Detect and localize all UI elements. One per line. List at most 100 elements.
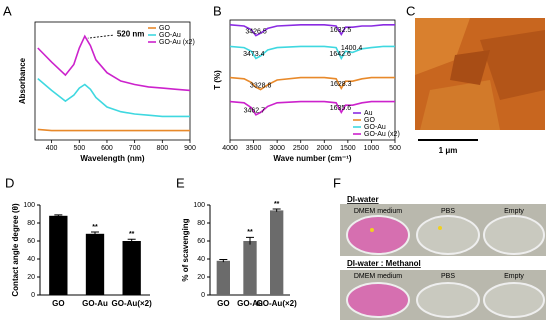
bar — [216, 260, 230, 295]
dish — [416, 215, 480, 255]
afm-flake — [450, 50, 490, 85]
annotation: 3473.4 — [243, 51, 265, 58]
series-line — [229, 24, 395, 37]
significance: ** — [92, 224, 98, 231]
y-tick-label: 0 — [201, 292, 205, 299]
x-tick-label: 2500 — [293, 145, 309, 152]
dish — [483, 282, 545, 318]
x-tick-label: 4000 — [222, 145, 238, 152]
legend-label: Au — [364, 110, 373, 117]
y-tick-label: 0 — [31, 292, 35, 299]
legend-label: GO-Au — [364, 124, 386, 131]
significance: ** — [247, 229, 253, 236]
panel-label: C — [406, 3, 415, 18]
legend-label: GO — [364, 117, 375, 124]
x-tick-label: 3000 — [269, 145, 285, 152]
scale-label: 1 μm — [439, 146, 458, 155]
y-tick-label: 40 — [27, 256, 35, 263]
series-line — [229, 100, 395, 116]
bar — [243, 241, 257, 295]
y-tick-label: 80 — [27, 220, 35, 227]
x-tick-label: GO-Au — [237, 299, 263, 308]
series-line — [37, 34, 191, 92]
y-tick-label: 60 — [27, 238, 35, 245]
annotation: 1628.3 — [330, 81, 352, 88]
x-tick-label: GO-Au(×2) — [257, 299, 298, 308]
x-tick-label: 2000 — [316, 145, 332, 152]
plot-frame — [34, 21, 191, 141]
legend-label: GO-Au (x2) — [364, 131, 400, 138]
dish — [346, 215, 410, 255]
series-line — [229, 45, 395, 61]
series-line — [37, 128, 190, 132]
static-layer: 1 μm — [340, 18, 546, 320]
photo-row-title: DI-water — [347, 195, 379, 204]
annotation: 1642.6 — [329, 51, 351, 58]
x-axis-label: Wavelength (nm) — [80, 154, 144, 163]
error-bar — [54, 214, 63, 217]
x-tick-label: 1500 — [340, 145, 356, 152]
significance: ** — [129, 231, 135, 238]
photo-column-label: Empty — [504, 273, 524, 280]
legend-label: GO — [159, 25, 170, 32]
error-bar — [127, 238, 136, 243]
y-tick-label: 20 — [27, 274, 35, 281]
flake — [438, 226, 442, 230]
y-axis-label: Contact angle degree (θ) — [11, 203, 20, 297]
error-bar — [91, 231, 99, 236]
dish — [416, 282, 480, 318]
annotation-arrow — [87, 34, 113, 39]
x-tick-label: GO — [52, 299, 64, 308]
photo-column-label: DMEM medium — [354, 208, 402, 215]
panel-label: A — [3, 3, 12, 18]
plot-frame — [229, 19, 396, 141]
y-tick-label: 20 — [197, 274, 205, 281]
x-tick-label: GO-Au(×2) — [112, 299, 153, 308]
annotation: 1400.4 — [341, 45, 363, 52]
x-axis-label: Wave number (cm⁻¹) — [273, 154, 351, 163]
panel-label: B — [213, 3, 222, 18]
bar — [270, 210, 284, 295]
y-tick-label: 100 — [23, 202, 35, 209]
series-line — [37, 77, 190, 118]
bar — [122, 241, 141, 295]
flake — [370, 228, 374, 232]
x-tick-label: 500 — [73, 145, 85, 152]
panel-label: D — [5, 175, 14, 190]
x-tick-label: 1000 — [364, 145, 380, 152]
x-tick-label: 700 — [129, 145, 141, 152]
bar — [85, 233, 105, 295]
x-tick-label: 3500 — [246, 145, 262, 152]
afm-flake — [420, 80, 500, 130]
photo-row-title: DI-water : Methanol — [347, 259, 421, 268]
y-tick-label: 60 — [197, 238, 205, 245]
error-bar — [246, 236, 254, 245]
x-tick-label: 800 — [156, 145, 168, 152]
legend-label: GO-Au — [159, 32, 181, 39]
bar — [49, 215, 68, 295]
dish — [346, 282, 410, 318]
annotation: 1632.5 — [330, 27, 352, 34]
panel-label: F — [333, 175, 341, 190]
annotation: 3328.8 — [250, 82, 272, 89]
photo-column-label: PBS — [441, 273, 455, 280]
y-tick-label: 40 — [197, 256, 205, 263]
y-axis-label: T (%) — [213, 70, 222, 90]
significance: ** — [274, 201, 280, 208]
x-tick-label: 900 — [184, 145, 196, 152]
photo-column-label: Empty — [504, 208, 524, 215]
error-bar — [219, 258, 228, 263]
dish — [483, 215, 545, 255]
error-bar — [272, 208, 281, 212]
legend-label: GO-Au (x2) — [159, 39, 195, 46]
afm-flake — [480, 30, 545, 100]
x-tick-label: 400 — [46, 145, 58, 152]
afm-flake — [415, 18, 470, 75]
y-axis-label: % of scavenging — [181, 218, 190, 281]
x-tick-label: 500 — [389, 145, 401, 152]
annotation: 520 nm — [117, 29, 145, 38]
x-tick-label: 600 — [101, 145, 113, 152]
x-tick-label: GO-Au — [82, 299, 108, 308]
annotation: 1635.6 — [330, 105, 352, 112]
